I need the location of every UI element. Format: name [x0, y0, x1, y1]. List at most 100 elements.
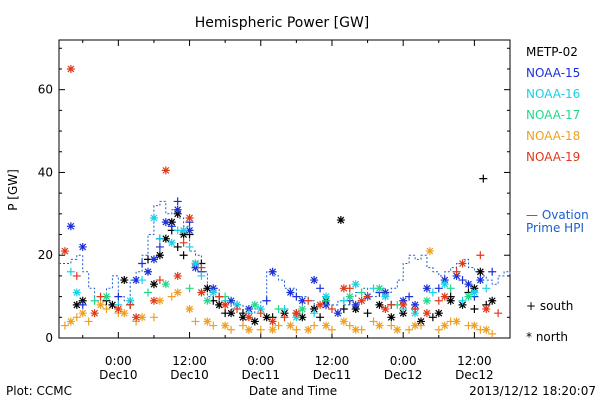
- north-point: [339, 317, 348, 326]
- south-point: [292, 325, 301, 334]
- x-tick-time: 12:00: [457, 354, 492, 368]
- north-point: [387, 313, 396, 322]
- x-axis-ticks: 0:00Dec1012:00Dec100:00Dec1112:00Dec110:…: [82, 40, 511, 382]
- north-point: [233, 300, 242, 309]
- x-tick-date: Dec12: [384, 368, 423, 382]
- south-point: [102, 305, 111, 314]
- south-point: [191, 317, 200, 326]
- south-point: [78, 300, 87, 309]
- north-point: [357, 296, 366, 305]
- north-point: [120, 309, 129, 318]
- south-point: [357, 288, 366, 297]
- north-point: [114, 305, 123, 314]
- south-point: [114, 292, 123, 301]
- north-point: [422, 284, 431, 293]
- x-tick-time: 0:00: [247, 354, 274, 368]
- series-noaa-15: [66, 197, 497, 318]
- legend-marker-north: * north: [526, 330, 568, 344]
- north-point: [482, 325, 491, 334]
- north-point: [149, 296, 158, 305]
- north-point: [215, 300, 224, 309]
- north-point: [155, 296, 164, 305]
- north-point: [280, 309, 289, 318]
- north-point: [416, 317, 425, 326]
- north-point: [351, 305, 360, 314]
- north-point: [78, 242, 87, 251]
- north-point: [72, 288, 81, 297]
- south-point: [434, 296, 443, 305]
- south-point: [327, 325, 336, 334]
- north-point: [185, 305, 194, 314]
- south-point: [209, 321, 218, 330]
- x-tick-time: 0:00: [390, 354, 417, 368]
- south-point: [411, 305, 420, 314]
- south-point: [363, 309, 372, 318]
- north-point: [167, 238, 176, 247]
- north-point: [298, 305, 307, 314]
- north-point: [78, 309, 87, 318]
- north-point: [411, 309, 420, 318]
- north-point: [476, 267, 485, 276]
- south-point: [185, 284, 194, 293]
- legend-entry: NOAA-15: [526, 66, 580, 80]
- north-point: [149, 255, 158, 264]
- north-point: [66, 317, 75, 326]
- north-point: [155, 251, 164, 260]
- chart-title: Hemispheric Power [GW]: [195, 15, 370, 31]
- north-point: [108, 300, 117, 309]
- south-point: [434, 284, 443, 293]
- south-point: [90, 296, 99, 305]
- south-point: [173, 242, 182, 251]
- north-point: [345, 292, 354, 301]
- north-point: [411, 321, 420, 330]
- legend-entry: NOAA-18: [526, 129, 580, 143]
- north-point: [203, 284, 212, 293]
- north-point: [464, 280, 473, 289]
- north-point: [425, 247, 434, 256]
- south-point: [452, 267, 461, 276]
- north-point: [244, 305, 253, 314]
- north-point: [286, 288, 295, 297]
- north-point: [399, 300, 408, 309]
- north-point: [381, 305, 390, 314]
- north-point: [144, 267, 153, 276]
- series-noaa-19: [60, 64, 503, 326]
- south-point: [316, 284, 325, 293]
- legend-entry: NOAA-19: [526, 150, 580, 164]
- north-point: [138, 313, 147, 322]
- y-tick-label: 20: [38, 248, 53, 262]
- south-point: [339, 305, 348, 314]
- south-point: [167, 222, 176, 231]
- north-point: [209, 284, 218, 293]
- south-point: [387, 300, 396, 309]
- north-point: [262, 313, 271, 322]
- north-point: [440, 292, 449, 301]
- x-tick-time: 0:00: [105, 354, 132, 368]
- north-point: [227, 296, 236, 305]
- south-point: [72, 271, 81, 280]
- south-point: [262, 296, 271, 305]
- south-point: [482, 284, 491, 293]
- north-point: [203, 296, 212, 305]
- north-point: [238, 313, 247, 322]
- south-point: [476, 251, 485, 260]
- legend: METP-02 NOAA-15 NOAA-16 NOAA-17 NOAA-18 NOAA-…: [526, 45, 589, 344]
- legend-entry: METP-02: [526, 45, 578, 59]
- x-tick-date: Dec11: [242, 368, 281, 382]
- south-point: [256, 325, 265, 334]
- south-point: [274, 305, 283, 314]
- south-point: [310, 321, 319, 330]
- north-point: [381, 292, 390, 301]
- south-point: [72, 313, 81, 322]
- legend-entry: NOAA-17: [526, 108, 580, 122]
- north-point: [120, 276, 129, 285]
- south-point: [494, 309, 503, 318]
- north-point: [393, 325, 402, 334]
- north-point: [132, 276, 141, 285]
- south-point: [322, 296, 331, 305]
- north-point: [422, 296, 431, 305]
- north-point: [185, 213, 194, 222]
- south-point: [84, 317, 93, 326]
- north-point: [221, 321, 230, 330]
